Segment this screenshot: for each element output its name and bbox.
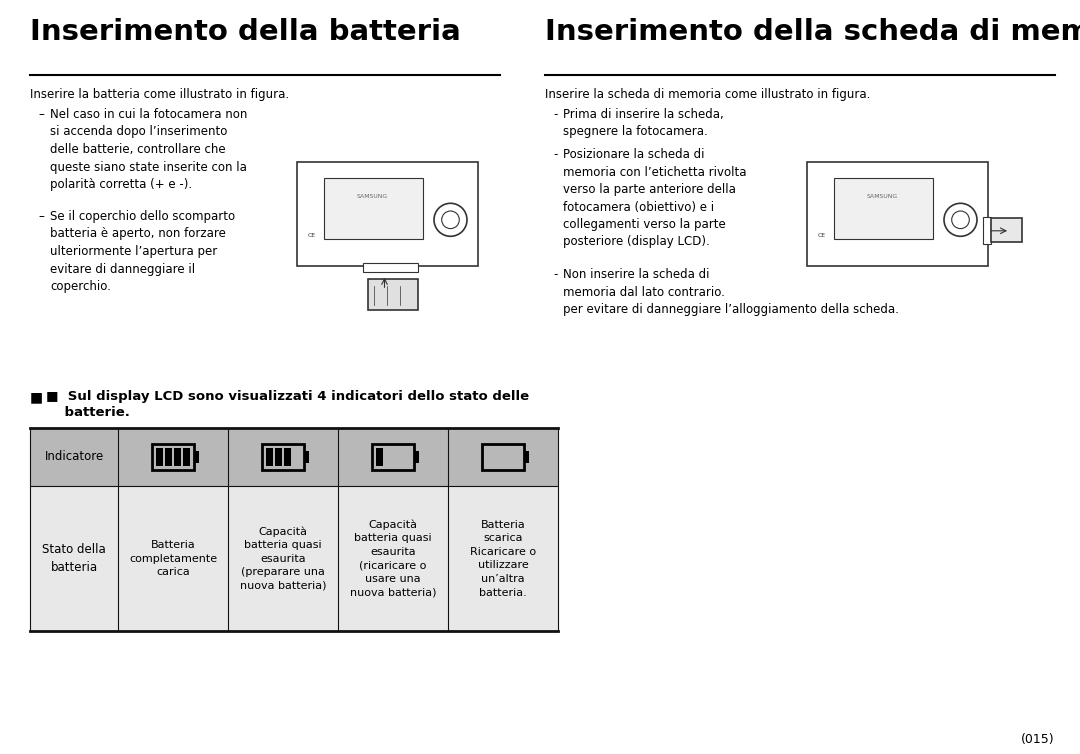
Bar	[156, 448, 163, 466]
Bar	[303, 451, 309, 463]
Text: ■  Sul display LCD sono visualizzati 4 indicatori dello stato delle: ■ Sul display LCD sono visualizzati 4 in…	[46, 390, 529, 403]
Text: (015): (015)	[1022, 733, 1055, 746]
Bar	[152, 444, 194, 470]
Bar	[262, 444, 303, 470]
Text: –: –	[38, 210, 44, 223]
Text: -: -	[553, 108, 557, 121]
Text: Inserire la scheda di memoria come illustrato in figura.: Inserire la scheda di memoria come illus…	[545, 88, 870, 101]
Bar	[376, 448, 383, 466]
Text: Inserire la batteria come illustrato in figura.: Inserire la batteria come illustrato in …	[30, 88, 289, 101]
Bar	[266, 448, 273, 466]
Bar	[991, 218, 1022, 242]
Text: Se il coperchio dello scomparto
batteria è aperto, non forzare
ulteriormente l’a: Se il coperchio dello scomparto batteria…	[50, 210, 235, 293]
Bar	[363, 262, 418, 271]
Bar	[194, 451, 199, 463]
Text: Inserimento della batteria: Inserimento della batteria	[30, 18, 461, 46]
Text: Batteria
completamente
carica: Batteria completamente carica	[129, 540, 217, 577]
Bar	[30, 428, 558, 486]
Text: Nel caso in cui la fotocamera non
si accenda dopo l’inserimento
delle batterie, : Nel caso in cui la fotocamera non si acc…	[50, 108, 247, 191]
Bar	[324, 178, 423, 238]
Bar	[284, 448, 291, 466]
Text: –: –	[38, 108, 44, 121]
Bar	[482, 444, 524, 470]
Bar	[368, 279, 418, 310]
Text: Stato della
batteria: Stato della batteria	[42, 543, 106, 574]
Bar	[30, 486, 558, 631]
Text: CE: CE	[818, 233, 825, 238]
Bar	[807, 161, 988, 266]
Bar	[174, 448, 181, 466]
Text: Non inserire la scheda di
memoria dal lato contrario.
per evitare di danneggiare: Non inserire la scheda di memoria dal la…	[563, 268, 899, 316]
Text: -: -	[553, 148, 557, 161]
Text: Capacità
batteria quasi
esaurita
(preparare una
nuova batteria): Capacità batteria quasi esaurita (prepar…	[240, 526, 326, 591]
Text: Posizionare la scheda di
memoria con l’etichetta rivolta
verso la parte anterior: Posizionare la scheda di memoria con l’e…	[563, 148, 746, 249]
Text: -: -	[553, 268, 557, 281]
Bar	[275, 448, 282, 466]
Bar	[297, 161, 478, 266]
Text: SAMSUNG: SAMSUNG	[357, 195, 388, 200]
Bar	[834, 178, 933, 238]
Text: CE: CE	[308, 233, 315, 238]
Text: Batteria
scarica
Ricaricare o
utilizzare
un’altra
batteria.: Batteria scarica Ricaricare o utilizzare…	[470, 520, 536, 597]
Bar	[983, 216, 991, 244]
Bar	[183, 448, 190, 466]
Text: Prima di inserire la scheda,
spegnere la fotocamera.: Prima di inserire la scheda, spegnere la…	[563, 108, 724, 139]
Bar	[165, 448, 172, 466]
Bar	[414, 451, 419, 463]
Bar	[372, 444, 414, 470]
Text: ■: ■	[30, 390, 43, 404]
Text: batterie.: batterie.	[46, 406, 130, 419]
Text: Indicatore: Indicatore	[44, 450, 104, 464]
Text: SAMSUNG: SAMSUNG	[867, 195, 899, 200]
Text: Capacità
batteria quasi
esaurita
(ricaricare o
usare una
nuova batteria): Capacità batteria quasi esaurita (ricari…	[350, 520, 436, 598]
Bar	[524, 451, 529, 463]
Text: Inserimento della scheda di memoria: Inserimento della scheda di memoria	[545, 18, 1080, 46]
